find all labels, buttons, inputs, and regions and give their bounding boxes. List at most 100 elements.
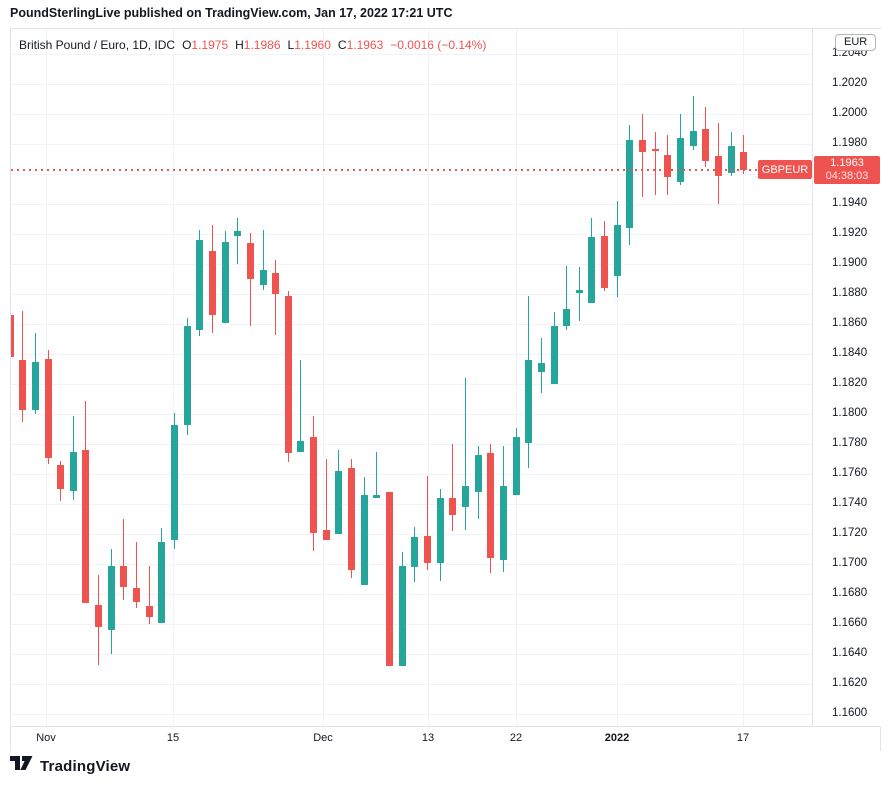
h-gridline: [11, 684, 812, 685]
candle-body: [588, 237, 596, 303]
price-label: 1.1760: [832, 467, 868, 479]
price-label: 1.1860: [832, 317, 868, 329]
time-tick-label: Dec: [313, 732, 333, 744]
candle-body: [259, 270, 267, 285]
price-label: 1.1940: [832, 197, 868, 209]
candle-body: [44, 358, 52, 458]
h-gridline: [11, 264, 812, 265]
candle-body: [120, 565, 128, 587]
candle-body: [234, 231, 242, 236]
h-gridline: [11, 294, 812, 295]
time-tick-label: 22: [509, 732, 523, 744]
price-label: 1.1660: [832, 617, 868, 629]
legend-open-label: O: [182, 38, 192, 52]
h-gridline: [11, 234, 812, 235]
candle-body: [208, 250, 216, 315]
price-label: 1.1640: [832, 647, 868, 659]
candle-body: [272, 273, 280, 294]
last-price-box: 1.1963 04:38:03: [814, 155, 880, 184]
price-label: 1.2020: [832, 77, 868, 89]
price-label: 1.2000: [832, 107, 868, 119]
candle-body: [677, 138, 684, 182]
legend-high-value: 1.1986: [243, 38, 281, 52]
price-axis[interactable]: EUR 1.1963 04:38:03 1.2040 1.2020 1.2000 1.…: [813, 29, 882, 726]
legend-open-value: 1.1975: [191, 38, 229, 52]
candle-body: [57, 465, 65, 489]
legend-low-value: 1.1960: [294, 38, 331, 52]
last-price-value: 1.1963: [830, 156, 864, 169]
candle-wick: [325, 459, 327, 540]
candle-body: [398, 565, 406, 666]
candle-wick: [464, 378, 466, 530]
candle-body: [512, 436, 520, 495]
chart-frame: British Pound / Euro, 1D, IDC O1.1975 H1.1…: [10, 28, 882, 751]
price-label: 1.1880: [832, 287, 868, 299]
legend-close-label: C: [337, 38, 347, 52]
candle-body: [322, 529, 330, 540]
candle-wick: [262, 229, 264, 290]
price-label: 1.1720: [832, 527, 868, 539]
candle-body: [171, 424, 178, 540]
h-gridline: [11, 444, 812, 445]
candle-body: [310, 436, 318, 533]
candle-body: [373, 495, 381, 498]
footer: TradingView: [10, 756, 130, 776]
h-gridline: [11, 714, 812, 715]
h-gridline: [11, 414, 812, 415]
candle-body: [196, 240, 204, 330]
candle-body: [284, 295, 292, 453]
candle-body: [360, 495, 368, 585]
candle-body: [575, 289, 583, 293]
candle-wick: [148, 565, 150, 624]
h-gridline: [11, 594, 812, 595]
candle-wick: [566, 265, 568, 330]
candle-body: [31, 361, 39, 410]
tradingview-logo-icon[interactable]: [10, 756, 33, 776]
chart-legend[interactable]: British Pound / Euro, 1D, IDC O1.1975 H1.1…: [19, 38, 486, 52]
candle-body: [727, 145, 735, 173]
h-gridline: [11, 654, 812, 655]
candle-body: [423, 535, 431, 563]
candle-body: [246, 243, 254, 279]
time-axis[interactable]: Nov 15 Dec 13 22 2022 17: [11, 726, 880, 751]
candle-body: [740, 151, 748, 170]
price-label: 1.1740: [832, 497, 868, 509]
legend-high-label: H: [235, 38, 244, 52]
page-title: PoundSterlingLive published on TradingVi…: [10, 6, 453, 20]
time-tick-label: 2022: [604, 732, 630, 744]
h-gridline: [11, 474, 812, 475]
candle-body: [563, 309, 571, 326]
candle-wick: [123, 519, 125, 600]
legend-close-value: 1.1963: [346, 38, 384, 52]
h-gridline: [11, 384, 812, 385]
brand-text[interactable]: TradingView: [40, 757, 131, 775]
candle-body: [461, 486, 469, 507]
currency-badge[interactable]: EUR: [835, 34, 877, 51]
h-gridline: [11, 354, 812, 355]
legend-low-label: L: [287, 38, 295, 52]
v-gridline: [323, 29, 324, 726]
candle-body: [436, 498, 444, 563]
v-gridline: [173, 29, 174, 726]
price-label: 1.1600: [832, 707, 868, 719]
candle-body: [11, 315, 14, 357]
v-gridline: [516, 29, 517, 726]
candle-body: [714, 156, 722, 176]
price-label: 1.1680: [832, 587, 868, 599]
price-label: 1.1840: [832, 347, 868, 359]
candle-body: [348, 468, 356, 570]
price-label: 1.1700: [832, 557, 868, 569]
price-label: 1.1780: [832, 437, 868, 449]
candle-body: [601, 235, 609, 288]
price-label: 1.1800: [832, 407, 868, 419]
candle-wick: [376, 451, 378, 498]
price-label: 1.1920: [832, 227, 868, 239]
candle-body: [664, 154, 672, 177]
h-gridline: [11, 84, 812, 85]
v-gridline: [428, 29, 429, 726]
candle-body: [702, 129, 710, 161]
candle-wick: [692, 96, 694, 150]
candle-wick: [578, 267, 580, 321]
h-gridline: [11, 114, 812, 115]
plot-area[interactable]: British Pound / Euro, 1D, IDC O1.1975 H1.1…: [11, 29, 813, 726]
